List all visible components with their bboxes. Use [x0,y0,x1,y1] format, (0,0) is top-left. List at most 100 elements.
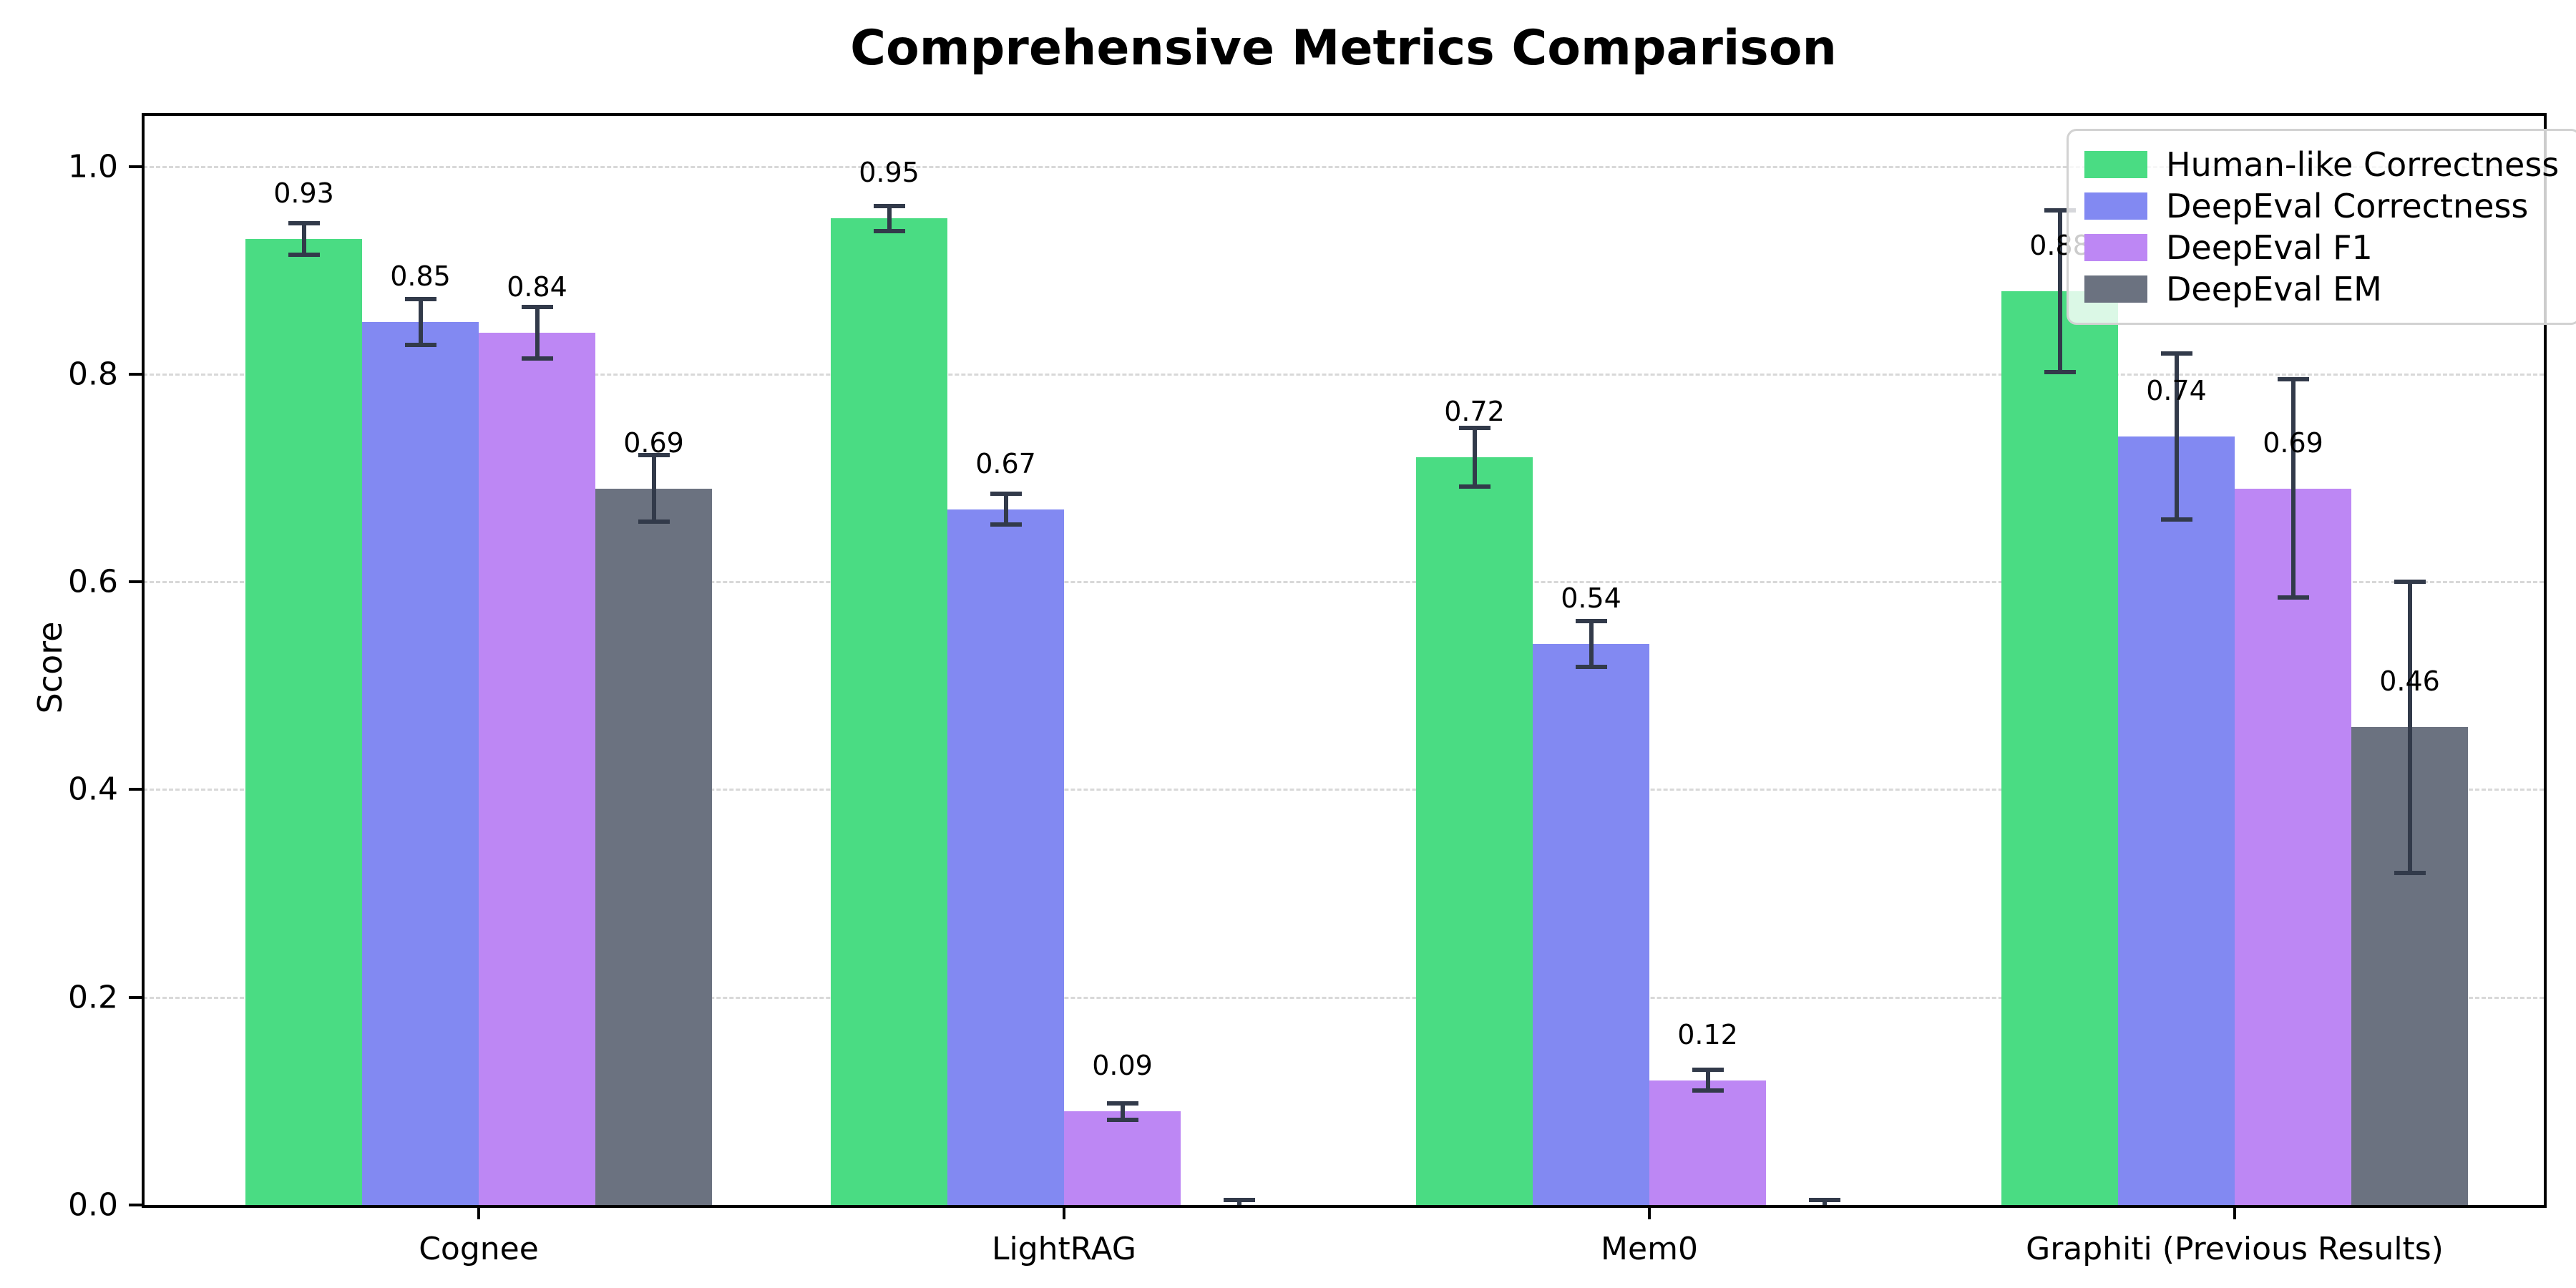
bar-deepeval-f1 [479,332,595,1205]
error-bar-cap-top [404,297,436,302]
bar-value-label: 0.93 [273,177,334,210]
legend: Human-like Correctness DeepEval Correctne… [2067,129,2576,325]
error-bar-cap-bottom [873,228,905,233]
legend-swatch-icon [2084,275,2147,303]
y-axis-label: Score [31,621,69,714]
y-tick-mark [129,995,143,999]
error-bar-cap-top [1458,426,1491,431]
x-tick-mark [1063,1205,1065,1219]
chart-title: Comprehensive Metrics Comparison [850,20,1837,77]
legend-swatch-icon [2084,151,2147,178]
legend-label: DeepEval Correctness [2166,187,2529,225]
error-bar-line [1120,1103,1125,1120]
error-bar-cap-bottom [2394,870,2426,875]
y-tick-mark [129,372,143,376]
bar-human-like-correctness [2001,291,2118,1205]
error-bar-line [2174,353,2179,520]
error-bar-line [651,455,656,522]
bar-value-label: 0.67 [975,447,1036,479]
error-bar-cap-bottom [1692,1088,1724,1093]
error-bar-cap-top [1223,1197,1255,1202]
error-bar-line [301,223,306,255]
gridline [143,165,2544,168]
y-tick-label: 0.2 [68,979,118,1016]
y-tick-mark [129,1204,143,1206]
bar-value-label: 0.72 [1444,395,1505,427]
error-bar-cap-top [990,491,1022,496]
legend-label: DeepEval F1 [2166,228,2373,267]
error-bar-line [1589,621,1594,668]
error-bar-cap-bottom [1106,1117,1138,1122]
bar-value-label: 0.84 [507,270,567,303]
bar-value-label: 0.69 [623,426,684,459]
gridline [143,996,2544,999]
error-bar-cap-bottom [1458,484,1491,489]
error-bar-cap-bottom [990,522,1022,527]
bar-value-label: 0.95 [859,157,919,189]
x-tick-label-mem0: Mem0 [1601,1231,1698,1267]
error-bar-line [1822,1199,1827,1205]
legend-row: DeepEval EM [2084,268,2559,310]
bar-human-like-correctness [1416,457,1533,1205]
legend-row: Human-like Correctness [2084,144,2559,185]
bar-deepeval-em [595,488,712,1205]
bar-deepeval-f1 [1649,1080,1766,1205]
gridline [143,581,2544,584]
bar-value-label: 0.09 [1092,1050,1153,1082]
error-bar-line [1236,1199,1241,1205]
y-tick-label: 0.8 [68,356,118,393]
bar-deepeval-correctness [947,509,1064,1205]
y-tick-label: 0.4 [68,771,118,808]
error-bar-cap-top [638,453,670,458]
y-tick-label: 0.6 [68,563,118,600]
error-bar-line [1472,428,1477,487]
error-bar-cap-top [1575,619,1607,624]
error-bar-line [2407,582,2412,873]
error-bar-cap-top [2394,580,2426,585]
error-bar-cap-top [2277,377,2309,382]
bar-value-label: 0.12 [1677,1018,1738,1050]
error-bar-cap-bottom [521,356,553,361]
error-bar-cap-bottom [2277,595,2309,600]
error-bar-line [418,299,423,346]
error-bar-cap-top [521,304,553,309]
x-tick-mark [1648,1205,1651,1219]
bar-deepeval-f1 [1064,1111,1181,1205]
error-bar-line [1003,493,1008,525]
bar-human-like-correctness [831,218,947,1205]
error-bar-cap-bottom [638,519,670,524]
y-tick-label: 0.0 [68,1186,118,1224]
error-bar-cap-bottom [404,343,436,348]
error-bar-cap-bottom [1575,665,1607,670]
error-bar-cap-bottom [2160,517,2192,522]
error-bar-cap-top [2160,351,2192,356]
y-tick-mark [129,165,143,168]
legend-row: DeepEval Correctness [2084,185,2559,227]
error-bar-line [2290,379,2296,597]
x-tick-label-lightrag: LightRAG [991,1231,1137,1267]
bar-value-label: 0.85 [390,260,451,293]
gridline [143,373,2544,376]
y-tick-mark [129,580,143,584]
y-tick-label: 1.0 [68,148,118,185]
legend-swatch-icon [2084,234,2147,261]
bar-human-like-correctness [245,239,362,1205]
bar-deepeval-correctness [362,322,479,1205]
error-bar-cap-top [1106,1101,1138,1106]
x-tick-label-cognee: Cognee [419,1231,539,1267]
error-bar-line [887,205,892,231]
bar-value-label: 0.54 [1561,582,1621,615]
bar-deepeval-correctness [2118,436,2235,1205]
error-bar-cap-bottom [288,252,320,257]
error-bar-cap-top [1808,1197,1840,1202]
bar-value-label: 0.69 [2263,426,2323,459]
x-tick-mark [477,1205,480,1219]
error-bar-cap-top [1692,1068,1724,1073]
error-bar-cap-top [873,203,905,208]
error-bar-cap-top [288,221,320,226]
error-bar-line [1705,1070,1710,1091]
bar-value-label: 0.46 [2379,665,2440,698]
error-bar-cap-top [2044,208,2076,213]
error-bar-line [535,306,540,359]
